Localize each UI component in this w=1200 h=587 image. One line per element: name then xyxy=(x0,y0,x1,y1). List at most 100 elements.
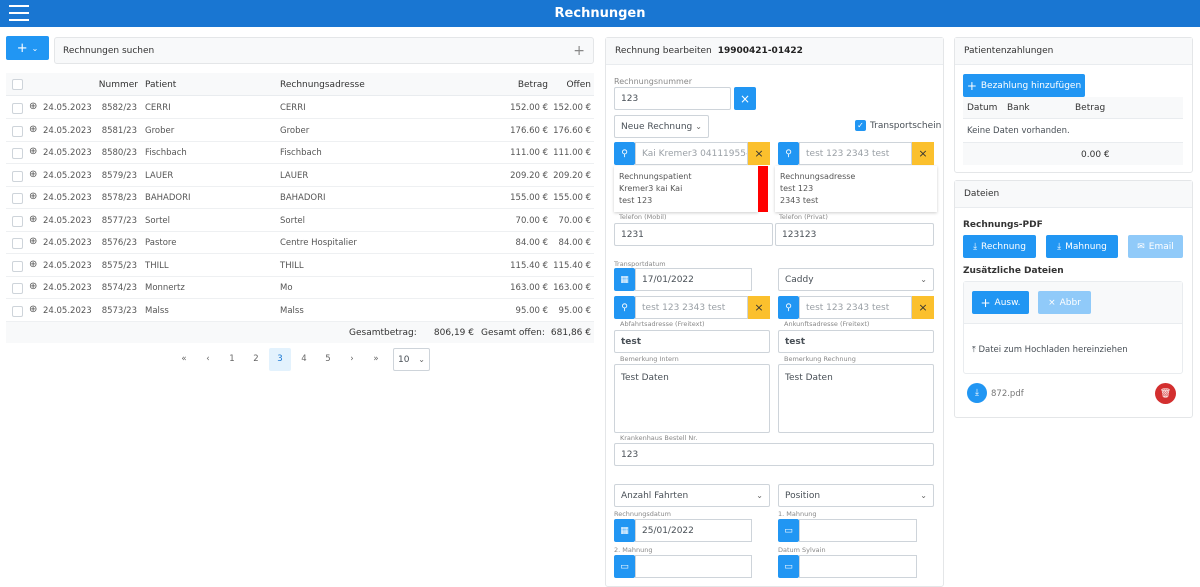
transportschein-checkbox[interactable]: ✓ xyxy=(855,120,866,131)
table-row[interactable]: ⊕ 24.05.2023 8575/23 THILL THILL 115.40 … xyxy=(6,255,594,277)
page-4[interactable]: 4 xyxy=(301,354,307,364)
clear-address-button[interactable]: × xyxy=(912,142,934,165)
row-checkbox[interactable] xyxy=(12,238,23,249)
sylvain-input[interactable] xyxy=(799,555,917,578)
address-search-button[interactable]: ⚲ xyxy=(778,142,799,165)
clear-patient-button[interactable]: × xyxy=(748,142,770,165)
download-mahnung-button[interactable]: ⤓ Mahnung xyxy=(1046,235,1118,258)
row-checkbox[interactable] xyxy=(12,305,23,317)
file-name[interactable]: 872.pdf xyxy=(991,389,1024,399)
row-checkbox[interactable] xyxy=(12,125,23,137)
col-patient[interactable]: Patient xyxy=(145,80,177,90)
address-search-input[interactable]: test 123 2343 test xyxy=(799,142,912,165)
page-1[interactable]: 1 xyxy=(229,354,235,364)
ankunft-search-input[interactable]: test 123 2343 test xyxy=(799,296,912,319)
download-rechnung-button[interactable]: ⤓ Rechnung xyxy=(963,235,1036,258)
expand-row-icon[interactable]: ⊕ xyxy=(29,236,38,247)
add-payment-button[interactable]: + Bezahlung hinzufügen xyxy=(963,74,1085,97)
choose-file-button[interactable]: + Ausw. xyxy=(972,291,1029,314)
table-row[interactable]: ⊕ 24.05.2023 8574/23 Monnertz Mo 163.00 … xyxy=(6,277,594,299)
cell-adresse: Centre Hospitalier xyxy=(280,238,357,248)
table-row[interactable]: ⊕ 24.05.2023 8573/23 Malss Malss 95.00 €… xyxy=(6,300,594,322)
row-checkbox[interactable] xyxy=(12,170,23,182)
invoice-type-select[interactable]: Neue Rechnung ⌄ xyxy=(614,115,709,138)
expand-row-icon[interactable]: ⊕ xyxy=(29,146,38,157)
next-page-button[interactable]: › xyxy=(350,354,354,364)
bem-rechnung-textarea[interactable]: Test Daten xyxy=(778,364,934,433)
expand-row-icon[interactable]: ⊕ xyxy=(29,123,38,135)
table-row[interactable]: ⊕ 24.05.2023 8578/23 BAHADORI BAHADORI 1… xyxy=(6,187,594,209)
ankunft-search-button[interactable]: ⚲ xyxy=(778,296,799,319)
ankunft-input[interactable]: test xyxy=(778,330,934,353)
rechnungsdatum-input[interactable]: 25/01/2022 xyxy=(635,519,752,542)
page-5[interactable]: 5 xyxy=(325,354,331,364)
abfahrt-search-button[interactable]: ⚲ xyxy=(614,296,635,319)
col-adresse[interactable]: Rechnungsadresse xyxy=(280,80,365,90)
last-page-button[interactable]: » xyxy=(373,354,379,364)
bestell-input[interactable]: 123 xyxy=(614,443,934,466)
add-invoice-split-button[interactable]: + ⌄ xyxy=(6,36,49,60)
row-checkbox[interactable] xyxy=(12,148,23,159)
fahrten-select[interactable]: Anzahl Fahrten ⌄ xyxy=(614,484,770,507)
rechnungsnummer-input[interactable]: 123 xyxy=(614,87,731,110)
expand-row-icon[interactable]: ⊕ xyxy=(29,303,38,315)
email-button[interactable]: ✉ Email xyxy=(1128,235,1183,258)
table-row[interactable]: ⊕ 24.05.2023 8577/23 Sortel Sortel 70.00… xyxy=(6,210,594,232)
expand-row-icon[interactable]: ⊕ xyxy=(29,281,38,292)
rechnungsdatum-calendar-button[interactable]: ▦ xyxy=(614,519,635,542)
select-all-checkbox[interactable] xyxy=(12,79,23,90)
vehicle-select[interactable]: Caddy ⌄ xyxy=(778,268,934,291)
row-checkbox[interactable] xyxy=(12,193,23,204)
row-checkbox[interactable] xyxy=(12,260,23,272)
expand-row-icon[interactable]: ⊕ xyxy=(29,258,38,270)
patient-search-input[interactable]: Kai Kremer3 04111955-75 xyxy=(635,142,748,165)
expand-row-icon[interactable]: ⊕ xyxy=(29,168,38,180)
abfahrt-input[interactable]: test xyxy=(614,330,770,353)
patient-search-button[interactable]: ⚲ xyxy=(614,142,635,165)
table-row[interactable]: ⊕ 24.05.2023 8582/23 CERRI CERRI 152.00 … xyxy=(6,97,594,119)
chevron-down-icon: ⌄ xyxy=(920,275,927,284)
delete-file-button[interactable]: 🗑 xyxy=(1155,383,1176,404)
mahnung2-calendar-button[interactable]: ▭ xyxy=(614,555,635,578)
col-betrag[interactable]: Betrag xyxy=(517,80,548,90)
tel-privat-input[interactable]: 123123 xyxy=(775,223,934,246)
table-row[interactable]: ⊕ 24.05.2023 8580/23 Fischbach Fischbach… xyxy=(6,142,594,164)
chevron-down-icon[interactable]: ⌄ xyxy=(31,43,39,53)
first-page-button[interactable]: « xyxy=(181,354,187,364)
drop-zone[interactable]: ⤒ Datei zum Hochladen hereinziehen xyxy=(972,345,1128,355)
mahnung1-calendar-button[interactable]: ▭ xyxy=(778,519,799,542)
clear-abfahrt-button[interactable]: × xyxy=(748,296,770,319)
row-checkbox[interactable] xyxy=(12,215,23,227)
transportdatum-input[interactable]: 17/01/2022 xyxy=(635,268,752,291)
col-nummer[interactable]: Nummer xyxy=(98,80,138,90)
rechnungsdatum-label: Rechnungsdatum xyxy=(614,510,671,518)
download-file-button[interactable]: ⤓ xyxy=(967,383,987,403)
tel-mobil-input[interactable]: 1231 xyxy=(614,223,773,246)
expand-row-icon[interactable]: ⊕ xyxy=(29,191,38,202)
expand-row-icon[interactable]: ⊕ xyxy=(29,213,38,225)
transportdatum-calendar-button[interactable]: ▦ xyxy=(614,268,635,291)
position-select[interactable]: Position ⌄ xyxy=(778,484,934,507)
hamburger-icon[interactable] xyxy=(9,5,29,21)
clear-ankunft-button[interactable]: × xyxy=(912,296,934,319)
prev-page-button[interactable]: ‹ xyxy=(206,354,210,364)
table-row[interactable]: ⊕ 24.05.2023 8579/23 LAUER LAUER 209.20 … xyxy=(6,165,594,187)
sylvain-calendar-button[interactable]: ▭ xyxy=(778,555,799,578)
table-row[interactable]: ⊕ 24.05.2023 8576/23 Pastore Centre Hosp… xyxy=(6,232,594,254)
cancel-upload-button[interactable]: × Abbr xyxy=(1038,291,1091,314)
row-checkbox[interactable] xyxy=(12,283,23,294)
bem-intern-textarea[interactable]: Test Daten xyxy=(614,364,770,433)
abfahrt-search-input[interactable]: test 123 2343 test xyxy=(635,296,748,319)
mahnung1-input[interactable] xyxy=(799,519,917,542)
search-accordion[interactable]: Rechnungen suchen + xyxy=(54,37,594,64)
table-row[interactable]: ⊕ 24.05.2023 8581/23 Grober Grober 176.6… xyxy=(6,120,594,142)
page-3-current[interactable]: 3 xyxy=(269,348,291,371)
page-2[interactable]: 2 xyxy=(253,354,259,364)
expand-plus-icon[interactable]: + xyxy=(573,42,585,59)
clear-rechnungsnummer-button[interactable]: × xyxy=(734,87,756,110)
row-checkbox[interactable] xyxy=(12,103,23,114)
page-size-select[interactable]: 10 ⌄ xyxy=(393,348,430,371)
col-offen[interactable]: Offen xyxy=(566,80,591,90)
expand-row-icon[interactable]: ⊕ xyxy=(29,101,38,112)
mahnung2-input[interactable] xyxy=(635,555,752,578)
